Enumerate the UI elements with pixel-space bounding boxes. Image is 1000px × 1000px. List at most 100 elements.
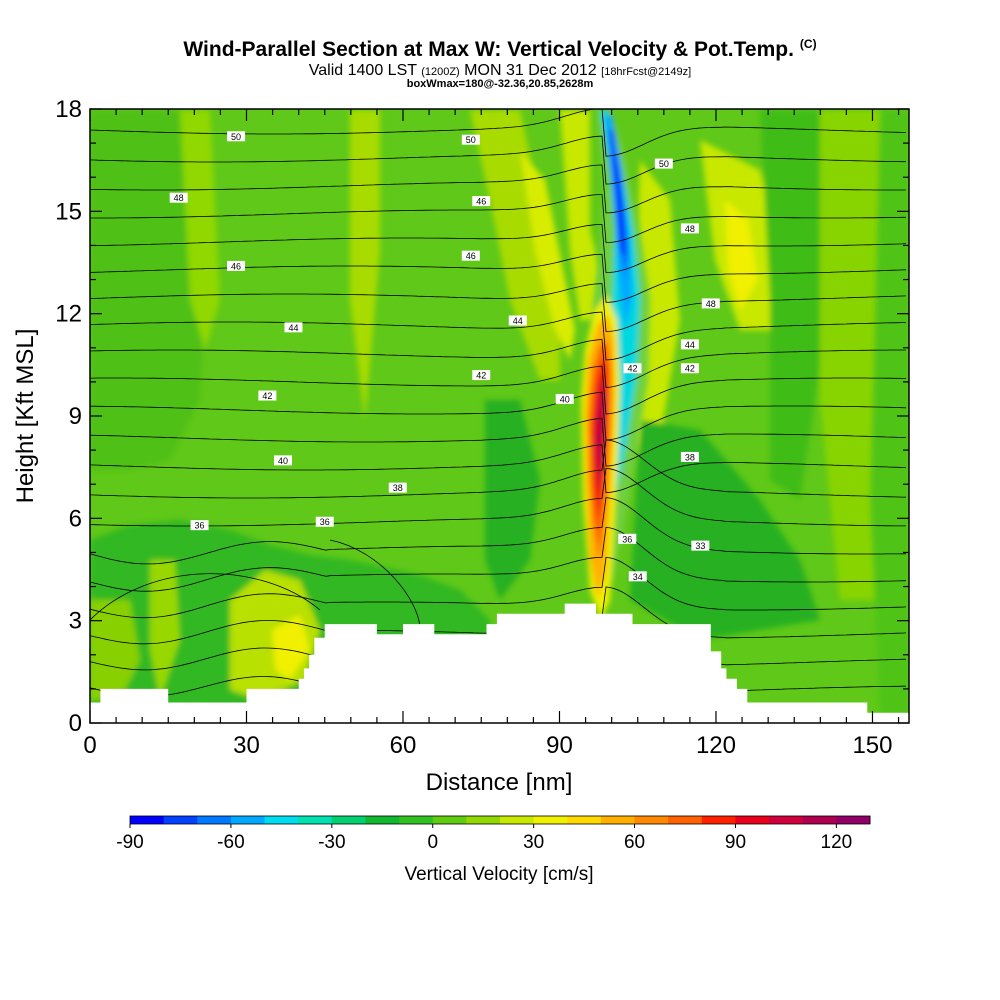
contour-label: 46 bbox=[466, 251, 476, 261]
contour-label: 38 bbox=[685, 452, 695, 462]
colorbar-swatch bbox=[634, 816, 669, 824]
contour-label-box bbox=[618, 533, 637, 544]
colorbar-swatch bbox=[230, 816, 266, 824]
theta-contour-line bbox=[90, 439, 907, 499]
copyright-mark: (C) bbox=[799, 37, 817, 51]
terrain-mask bbox=[90, 603, 909, 723]
contour-label: 44 bbox=[513, 316, 523, 326]
y-axis-label: Height [Kft MSL] bbox=[12, 329, 39, 504]
contour-label-box bbox=[472, 370, 491, 381]
theta-contour-line bbox=[90, 444, 907, 494]
colorbar-swatch bbox=[197, 816, 232, 824]
contour-label: 48 bbox=[706, 299, 716, 309]
contour-label-box bbox=[680, 339, 699, 350]
valid-date: MON 31 Dec 2012 bbox=[464, 62, 597, 79]
contour-label-box bbox=[654, 158, 673, 169]
colorbar-swatch bbox=[264, 816, 299, 824]
contour-label-box bbox=[315, 516, 334, 527]
theta-contour-line bbox=[90, 283, 907, 333]
contour-label: 42 bbox=[262, 391, 272, 401]
theta-contour-line bbox=[329, 539, 421, 631]
contour-label-box bbox=[258, 390, 277, 401]
x-tick-label: 150 bbox=[852, 732, 892, 759]
contour-label-box bbox=[190, 520, 209, 531]
contour-label-box bbox=[680, 363, 699, 374]
contour-label-box bbox=[388, 482, 407, 493]
contour-label-box bbox=[680, 451, 699, 462]
theta-contour-line bbox=[90, 365, 906, 415]
valid-time-utc: (1200Z) bbox=[421, 66, 460, 78]
contour-label-box bbox=[169, 192, 188, 203]
theta-contour-line bbox=[90, 311, 907, 361]
colorbar-label: Vertical Velocity [cm/s] bbox=[404, 864, 593, 885]
contour-label-box bbox=[691, 540, 710, 551]
contour-label: 50 bbox=[659, 159, 669, 169]
valid-time-line: Valid 1400 LST (1200Z) MON 31 Dec 2012 [… bbox=[0, 62, 1000, 80]
contour-label-box bbox=[284, 322, 303, 333]
contour-label-box bbox=[628, 571, 647, 582]
colorbar-tick-label: -30 bbox=[318, 832, 345, 853]
colorbar-tick-label: 60 bbox=[624, 832, 645, 853]
x-tick-label: 90 bbox=[546, 732, 573, 759]
contour-label-box bbox=[274, 455, 293, 466]
colorbar-swatch bbox=[130, 816, 165, 824]
theta-contour-line bbox=[90, 556, 907, 619]
theta-contour-line bbox=[90, 497, 906, 565]
y-tick-label: 9 bbox=[69, 403, 82, 430]
y-tick-label: 0 bbox=[69, 710, 82, 737]
colorbar-swatch bbox=[500, 816, 535, 824]
theta-contour-line bbox=[90, 164, 906, 214]
y-tick-label: 6 bbox=[69, 505, 82, 532]
colorbar-tick-label: 0 bbox=[427, 832, 438, 853]
contour-label: 38 bbox=[393, 483, 403, 493]
colorbar-tick-label: 120 bbox=[821, 832, 853, 853]
colorbar-swatch bbox=[769, 816, 804, 824]
contour-label-box bbox=[461, 250, 480, 261]
colorbar-swatch bbox=[802, 816, 837, 824]
contour-label: 46 bbox=[476, 197, 486, 207]
x-tick-label: 60 bbox=[390, 732, 417, 759]
theta-contour-line bbox=[90, 109, 907, 157]
contour-label: 46 bbox=[231, 261, 241, 271]
theta-contour-labels: 50 50 50 48 46 48 46 46 48 44 44 44 42 42 42 42 40 40 38 38… bbox=[169, 131, 720, 582]
contour-label: 42 bbox=[628, 364, 638, 374]
contour-label-box bbox=[623, 363, 642, 374]
contour-label: 40 bbox=[560, 394, 570, 404]
contour-label-box bbox=[461, 134, 480, 145]
x-tick-label: 0 bbox=[83, 732, 96, 759]
contour-label: 36 bbox=[195, 521, 205, 531]
colorbar-swatch bbox=[836, 816, 871, 824]
y-tick-label: 15 bbox=[55, 198, 82, 225]
theta-contour-line bbox=[90, 339, 906, 388]
colorbar-swatch bbox=[298, 816, 333, 824]
contour-label: 33 bbox=[695, 541, 705, 551]
colorbar-frame bbox=[129, 815, 871, 825]
contour-label: 36 bbox=[622, 534, 632, 544]
box-info: boxWmax=180@-32.36,20.85,2628m bbox=[406, 78, 594, 90]
contour-label: 34 bbox=[633, 572, 643, 582]
colorbar-swatch bbox=[668, 816, 703, 824]
contour-label-box bbox=[227, 260, 246, 271]
colorbar-tick-label: 30 bbox=[523, 832, 544, 853]
contour-label-box bbox=[472, 196, 491, 207]
colorbar-tick-label: -90 bbox=[116, 832, 143, 853]
colorbar-swatch bbox=[432, 816, 467, 824]
colorbar-swatch bbox=[365, 816, 400, 824]
contour-label: 50 bbox=[466, 135, 476, 145]
colorbar-swatch bbox=[567, 816, 602, 824]
contour-label-box bbox=[555, 393, 574, 404]
colorbar-swatch bbox=[399, 816, 434, 824]
contour-label: 50 bbox=[231, 132, 241, 142]
colorbar-swatch bbox=[331, 816, 366, 824]
colorbar-swatch bbox=[701, 816, 736, 824]
chart-title: Wind-Parallel Section at Max W: Vertical… bbox=[0, 37, 1000, 62]
contour-label: 48 bbox=[685, 224, 695, 234]
colorbar-swatch bbox=[466, 816, 501, 824]
contour-label-box bbox=[680, 223, 699, 234]
theta-contour-line bbox=[90, 135, 906, 185]
colorbar-swatch bbox=[735, 816, 770, 824]
contour-label: 44 bbox=[685, 340, 695, 350]
theta-contour-line bbox=[90, 194, 906, 243]
contour-label: 42 bbox=[685, 364, 695, 374]
